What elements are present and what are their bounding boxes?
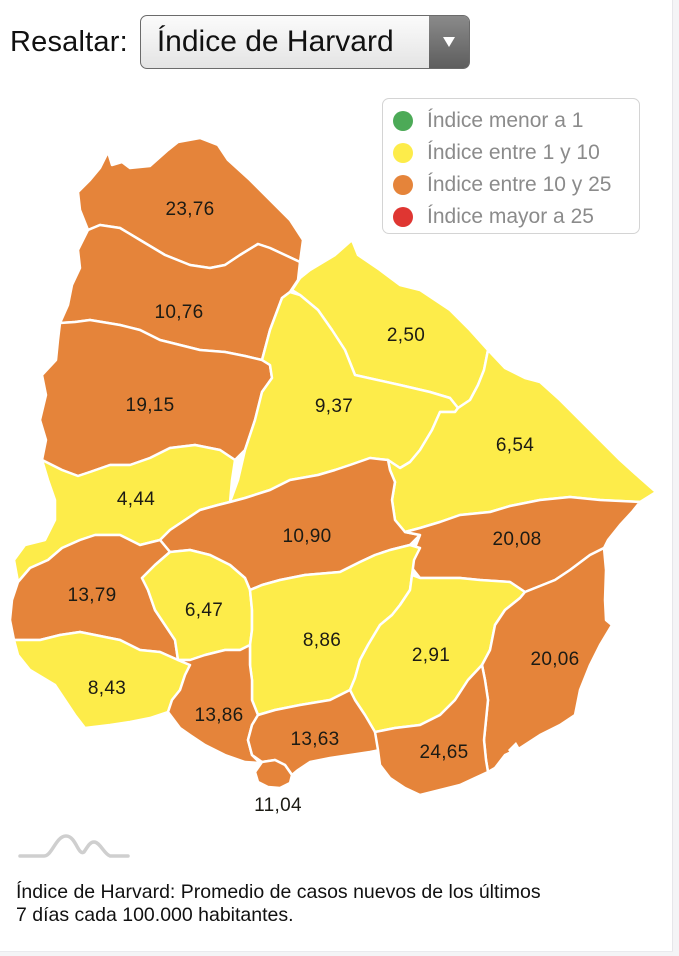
chevron-down-icon[interactable] — [428, 16, 469, 68]
legend-label: Índice entre 10 y 25 — [427, 173, 612, 196]
uruguay-choropleth-map: 23,76 10,76 19,15 2,50 9,37 6,54 4,44 10… — [0, 130, 679, 830]
lagoon-notch — [508, 742, 522, 758]
department-value-label: 2,91 — [411, 645, 451, 666]
department-value-label: 13,86 — [194, 705, 244, 726]
scrollbar-track — [672, 0, 679, 956]
legend-label: Índice menor a 1 — [427, 109, 584, 132]
legend-item-low: Índice menor a 1 — [383, 105, 639, 137]
department-maldonado — [373, 663, 490, 797]
department-value-label: 11,04 — [254, 795, 302, 816]
department-canelones — [246, 688, 382, 777]
legend-item-10-25: Índice entre 10 y 25 — [383, 169, 639, 201]
department-value-label: 20,08 — [492, 529, 542, 550]
highlight-select[interactable]: Índice de Harvard — [139, 15, 470, 69]
department-value-label: 23,76 — [165, 199, 215, 220]
department-value-label: 8,86 — [302, 630, 342, 651]
highlight-toolbar: Resaltar: Índice de Harvard — [10, 14, 470, 70]
highlight-select-value: Índice de Harvard — [156, 25, 394, 58]
map-shapes — [8, 136, 658, 797]
legend-item-1-10: Índice entre 1 y 10 — [383, 137, 639, 169]
department-value-label: 2,50 — [386, 325, 426, 346]
legend-label: Índice entre 1 y 10 — [427, 141, 600, 164]
department-value-label: 8,43 — [87, 678, 127, 699]
map-legend: Índice menor a 1 Índice entre 1 y 10 Índ… — [382, 98, 640, 234]
department-value-label: 6,54 — [495, 435, 535, 456]
footnote-line-1: Índice de Harvard: Promedio de casos nue… — [16, 881, 541, 903]
department-value-label: 24,65 — [419, 742, 469, 763]
harvard-index-footnote: Índice de Harvard: Promedio de casos nue… — [16, 881, 656, 927]
department-value-label: 9,37 — [314, 396, 354, 417]
page-bottom-edge — [0, 951, 673, 956]
department-value-label: 6,47 — [184, 600, 224, 621]
legend-item-high: Índice mayor a 25 — [383, 201, 639, 233]
legend-label: Índice mayor a 25 — [427, 205, 594, 228]
department-value-label: 19,15 — [125, 395, 175, 416]
mountain-logo-icon — [18, 832, 130, 867]
department-value-label: 13,63 — [290, 729, 340, 750]
green-dot-icon — [393, 111, 413, 131]
department-value-label: 20,06 — [530, 649, 580, 670]
department-value-label: 4,44 — [116, 489, 156, 510]
highlight-label: Resaltar: — [10, 25, 128, 58]
department-value-label: 13,79 — [67, 585, 117, 606]
footnote-line-2: 7 días cada 100.000 habitantes. — [16, 904, 294, 926]
department-value-label: 10,90 — [282, 526, 332, 547]
yellow-dot-icon — [393, 143, 413, 163]
department-value-label: 10,76 — [154, 302, 204, 323]
department-montevideo — [253, 758, 294, 790]
department-san-jose — [166, 643, 262, 765]
orange-dot-icon — [393, 175, 413, 195]
red-dot-icon — [393, 207, 413, 227]
